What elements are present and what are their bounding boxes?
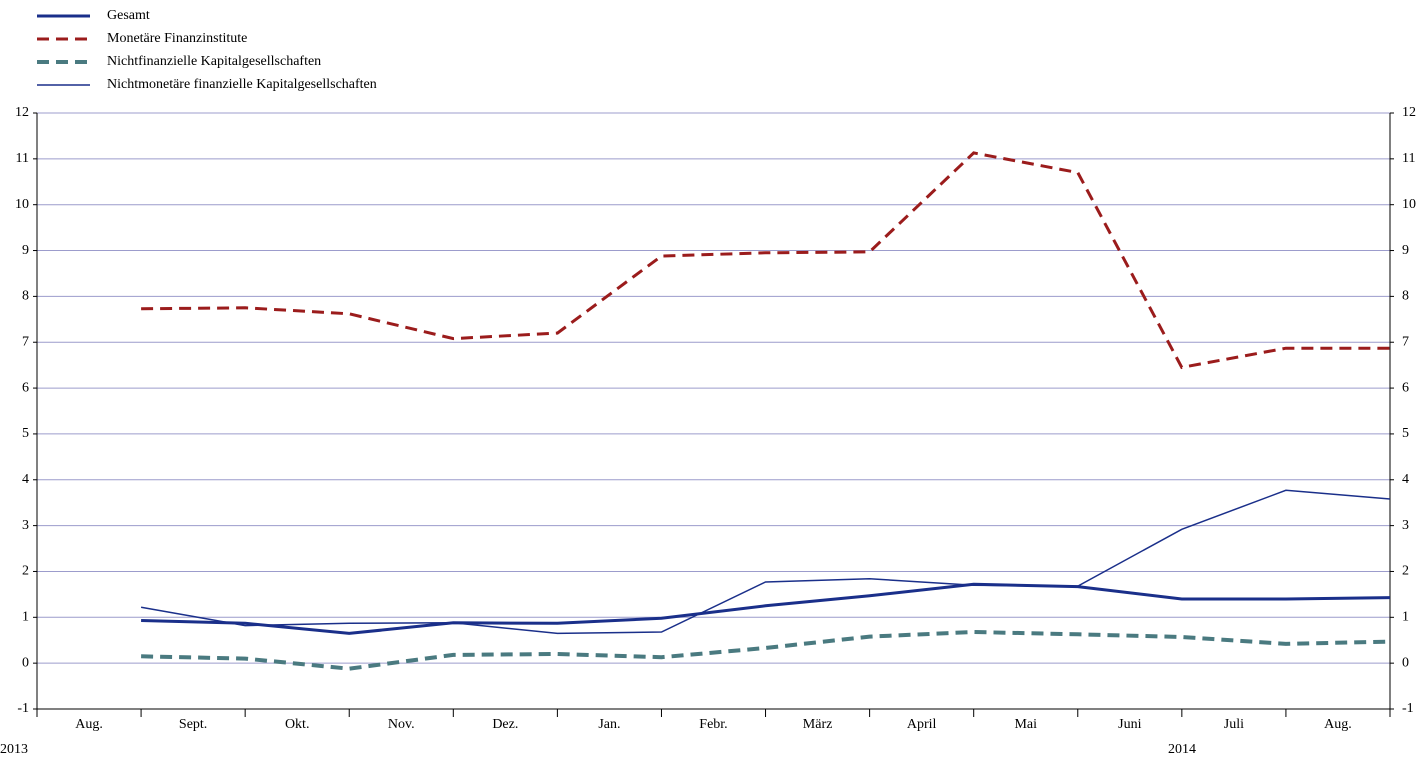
legend-label: Nichtfinanzielle Kapitalgesellschaften: [107, 54, 321, 69]
x-tick-label: Sept.: [179, 717, 207, 732]
x-tick-label: Mai: [1014, 717, 1037, 732]
y-tick-label: 3: [22, 518, 29, 533]
year-label: 2013: [0, 742, 28, 757]
y2-tick-label: 6: [1402, 380, 1409, 395]
legend-label: Gesamt: [107, 8, 150, 23]
y-tick-label: 5: [22, 426, 29, 441]
y2-tick-label: 4: [1402, 472, 1409, 487]
x-tick-label: Aug.: [75, 717, 103, 732]
y2-tick-label: 9: [1402, 243, 1409, 258]
x-tick-label: Okt.: [285, 717, 310, 732]
y-tick-label: 10: [15, 197, 29, 212]
x-tick-label: Nov.: [388, 717, 415, 732]
y-tick-label: 0: [22, 655, 29, 670]
y-tick-label: 1: [22, 610, 29, 625]
y-tick-label: 4: [22, 472, 29, 487]
year-label: 2014: [1168, 742, 1196, 757]
x-tick-label: Jan.: [598, 717, 620, 732]
y2-tick-label: 7: [1402, 334, 1409, 349]
y-tick-label: 11: [16, 151, 29, 166]
y2-tick-label: -1: [1402, 701, 1414, 716]
y2-tick-label: 11: [1402, 151, 1415, 166]
x-tick-label: Aug.: [1324, 717, 1352, 732]
x-tick-label: Juni: [1118, 717, 1141, 732]
y-tick-label: 12: [15, 105, 29, 120]
y-tick-label: 2: [22, 564, 29, 579]
series-line: [141, 151, 1390, 370]
y2-tick-label: 8: [1402, 289, 1409, 304]
x-tick-label: Juli: [1224, 717, 1244, 732]
series-line: [141, 582, 1391, 635]
legend-label: Nichtmonetäre finanzielle Kapitalgesells…: [107, 77, 377, 92]
legend-label: Monetäre Finanzinstitute: [107, 31, 247, 46]
y2-tick-label: 1: [1402, 610, 1409, 625]
y2-tick-label: 0: [1402, 655, 1409, 670]
y2-tick-label: 12: [1402, 105, 1416, 120]
y-tick-label: 8: [22, 289, 29, 304]
x-tick-label: Febr.: [699, 717, 727, 732]
y2-tick-label: 2: [1402, 564, 1409, 579]
x-tick-label: April: [907, 717, 937, 732]
x-tick-label: Dez.: [492, 717, 518, 732]
y-tick-label: 6: [22, 380, 29, 395]
y2-tick-label: 3: [1402, 518, 1409, 533]
y-tick-label: -1: [17, 701, 29, 716]
series-line: [140, 489, 1391, 635]
y-tick-label: 9: [22, 243, 29, 258]
y2-tick-label: 10: [1402, 197, 1416, 212]
x-tick-label: März: [803, 717, 833, 732]
y2-tick-label: 5: [1402, 426, 1409, 441]
y-tick-label: 7: [22, 334, 29, 349]
